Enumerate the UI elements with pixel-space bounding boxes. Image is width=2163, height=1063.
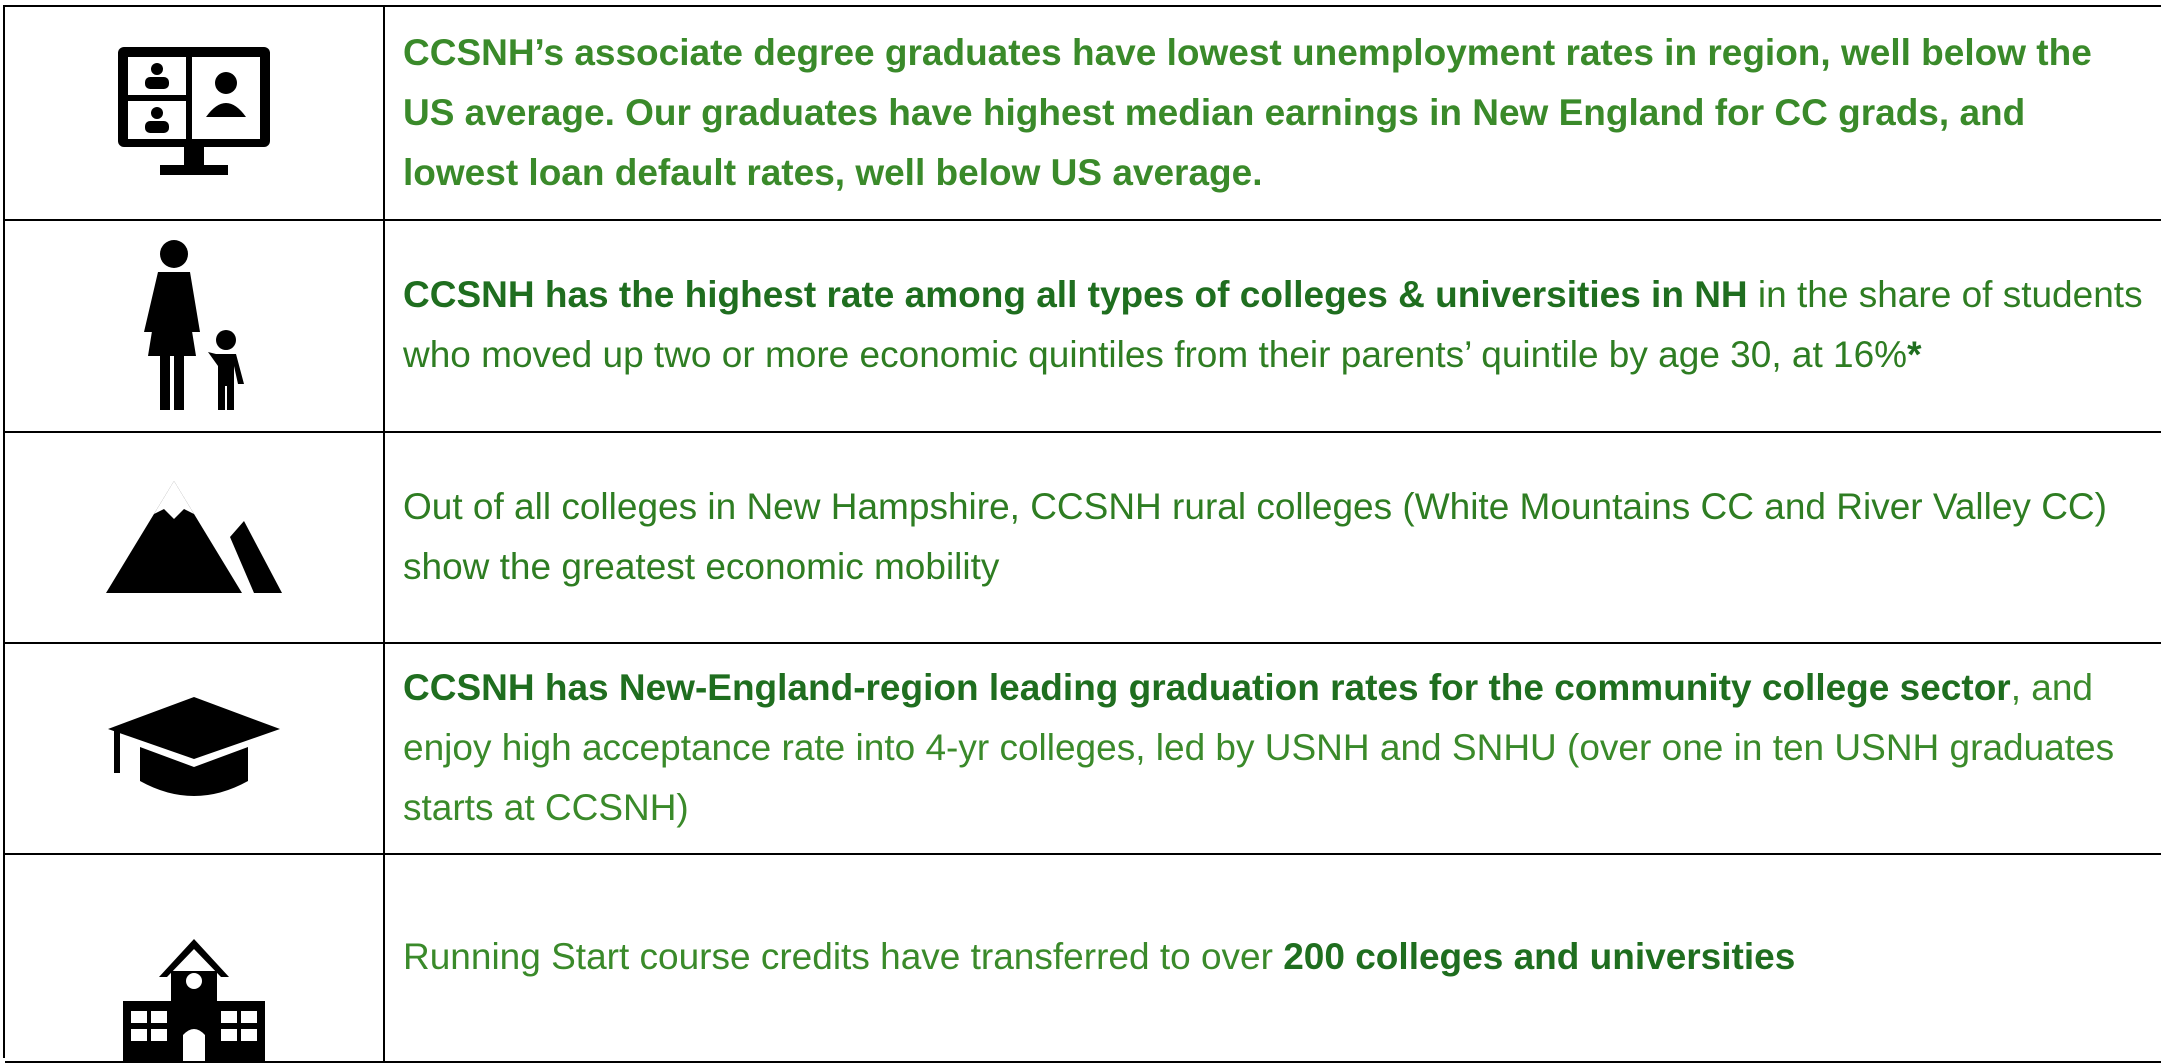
icon-cell (5, 431, 385, 642)
icon-cell (5, 642, 385, 853)
row: CCSNH has the highest rate among all typ… (5, 219, 2161, 433)
paragraph: Running Start course credits have transf… (403, 927, 1795, 987)
bold-text: CCSNH has New-England-region leading gra… (403, 666, 2011, 708)
video-call-icon (118, 47, 270, 175)
text-cell: Out of all colleges in New Hampshire, CC… (403, 431, 2147, 642)
graduation-cap-icon (108, 696, 280, 796)
text-cell: CCSNH’s associate degree graduates have … (403, 7, 2147, 219)
school-icon (123, 939, 265, 1061)
icon-cell (5, 219, 385, 431)
row: CCSNH’s associate degree graduates have … (5, 7, 2161, 221)
row: Running Start course credits have transf… (5, 853, 2161, 1063)
parent-child-icon (144, 240, 244, 410)
bold-text: CCSNH’s associate degree graduates have … (403, 32, 2092, 193)
text-cell: CCSNH has New-England-region leading gra… (403, 642, 2147, 853)
bold-text: 200 colleges and universities (1283, 936, 1796, 977)
row: CCSNH has New-England-region leading gra… (5, 642, 2161, 855)
row: Out of all colleges in New Hampshire, CC… (5, 431, 2161, 644)
paragraph: CCSNH has New-England-region leading gra… (403, 658, 2147, 838)
text-cell: Running Start course credits have transf… (403, 853, 2147, 1061)
text: Running Start course credits have transf… (403, 936, 1284, 977)
bold-text: * (1907, 334, 1922, 375)
bold-text: CCSNH has the highest rate among all typ… (403, 274, 1748, 315)
icon-cell (5, 853, 385, 1061)
paragraph: CCSNH’s associate degree graduates have … (403, 23, 2147, 203)
paragraph: Out of all colleges in New Hampshire, CC… (403, 477, 2147, 597)
text: in the share of students who moved up tw… (403, 274, 2143, 375)
text-cell: CCSNH has the highest rate among all typ… (403, 219, 2147, 431)
text: , and enjoy high acceptance rate into 4-… (403, 666, 2115, 828)
paragraph: CCSNH has the highest rate among all typ… (403, 265, 2147, 385)
table: CCSNH’s associate degree graduates have … (3, 5, 2161, 1063)
icon-cell (5, 7, 385, 219)
text: Out of all colleges in New Hampshire, CC… (403, 485, 2107, 587)
mountain-icon (106, 480, 282, 593)
